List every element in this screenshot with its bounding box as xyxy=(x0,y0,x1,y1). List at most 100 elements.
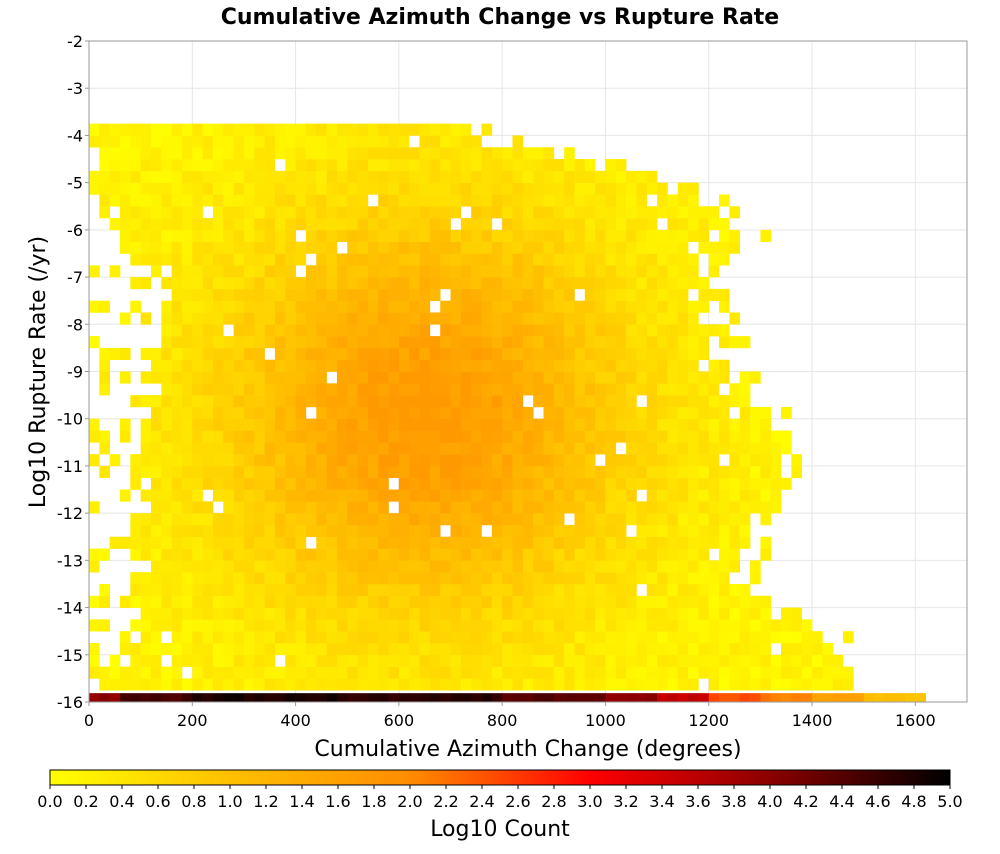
heatmap-cell xyxy=(688,229,699,242)
heatmap-cell xyxy=(595,229,606,242)
heatmap-cell xyxy=(481,147,493,160)
heatmap-cell xyxy=(719,465,730,479)
heatmap-cell xyxy=(429,159,441,172)
heatmap-cell xyxy=(233,477,245,490)
heatmap-cell xyxy=(708,560,720,573)
heatmap-cell xyxy=(615,182,627,195)
heatmap-cell xyxy=(688,383,699,396)
heatmap-cell xyxy=(264,265,276,278)
heatmap-cell xyxy=(285,465,296,479)
heatmap-cell xyxy=(491,693,503,702)
heatmap-cell xyxy=(223,253,234,266)
heatmap-cell xyxy=(233,324,245,337)
heatmap-cell xyxy=(398,359,410,372)
heatmap-cell xyxy=(161,693,172,702)
heatmap-cell xyxy=(192,324,203,337)
heatmap-cell xyxy=(636,678,648,691)
heatmap-cell xyxy=(212,619,224,632)
heatmap-cell xyxy=(388,277,400,290)
heatmap-cell xyxy=(295,218,307,231)
heatmap-cell xyxy=(419,572,431,585)
heatmap-cell xyxy=(502,288,513,301)
heatmap-cell xyxy=(171,654,183,667)
heatmap-cell xyxy=(471,430,482,443)
heatmap-cell xyxy=(502,229,513,242)
heatmap-cell xyxy=(357,324,369,337)
heatmap-cell xyxy=(212,607,224,620)
heatmap-cell xyxy=(533,666,544,679)
heatmap-cell xyxy=(378,300,389,313)
heatmap-cell xyxy=(667,477,679,490)
heatmap-cell xyxy=(460,572,472,585)
heatmap-cell xyxy=(347,123,358,136)
heatmap-cell xyxy=(285,501,296,514)
heatmap-cell xyxy=(471,336,482,349)
heatmap-cell xyxy=(491,277,503,290)
heatmap-cell xyxy=(243,430,255,443)
heatmap-cell xyxy=(688,347,699,360)
heatmap-cell xyxy=(161,336,172,349)
heatmap-cell xyxy=(719,678,730,691)
heatmap-cell xyxy=(564,631,575,644)
heatmap-cell xyxy=(667,218,679,231)
heatmap-cell xyxy=(584,241,596,254)
heatmap-cell xyxy=(440,395,451,408)
heatmap-cell xyxy=(202,430,214,443)
heatmap-cell xyxy=(605,536,617,549)
heatmap-cell xyxy=(450,371,462,384)
heatmap-cell xyxy=(398,477,410,490)
heatmap-cell xyxy=(522,654,534,667)
heatmap-cell xyxy=(181,654,193,667)
heatmap-cell xyxy=(295,159,307,172)
heatmap-cell xyxy=(719,513,730,526)
heatmap-cell xyxy=(336,513,348,526)
heatmap-cell xyxy=(378,265,389,278)
heatmap-cell xyxy=(595,288,606,301)
heatmap-cell xyxy=(460,454,472,467)
heatmap-cell xyxy=(326,194,338,207)
heatmap-cell xyxy=(688,631,699,644)
heatmap-cell xyxy=(398,347,410,360)
heatmap-cell xyxy=(657,693,668,702)
heatmap-cell xyxy=(450,300,462,313)
heatmap-cell xyxy=(729,595,741,608)
heatmap-cell xyxy=(657,619,668,632)
heatmap-cell xyxy=(326,693,338,702)
heatmap-cell xyxy=(398,442,410,455)
heatmap-cell xyxy=(564,147,575,160)
heatmap-cell xyxy=(388,312,400,325)
heatmap-cell xyxy=(130,513,141,526)
heatmap-cell xyxy=(419,135,431,148)
heatmap-cell xyxy=(729,642,741,656)
heatmap-cell xyxy=(202,159,214,172)
heatmap-cell xyxy=(698,347,710,360)
heatmap-cell xyxy=(584,513,596,526)
heatmap-cell xyxy=(99,619,110,632)
heatmap-cell xyxy=(274,642,286,656)
heatmap-cell xyxy=(429,477,441,490)
heatmap-cell xyxy=(181,406,193,420)
heatmap-cell xyxy=(636,536,648,549)
heatmap-cell xyxy=(626,583,637,597)
heatmap-cell xyxy=(181,300,193,313)
heatmap-cell xyxy=(440,206,451,219)
heatmap-cell xyxy=(440,666,451,679)
heatmap-cell xyxy=(89,300,100,313)
y-axis-label: Log10 Rupture Rate (/yr) xyxy=(26,236,51,508)
heatmap-cell xyxy=(615,312,627,325)
heatmap-cell xyxy=(677,477,689,490)
heatmap-cell xyxy=(398,465,410,479)
heatmap-cell xyxy=(398,395,410,408)
heatmap-cell xyxy=(750,501,761,514)
heatmap-cell xyxy=(471,572,482,585)
heatmap-cell xyxy=(254,277,265,290)
heatmap-cell xyxy=(574,312,586,325)
heatmap-cell xyxy=(409,572,420,585)
heatmap-cell xyxy=(181,395,193,408)
heatmap-cell xyxy=(481,406,493,420)
heatmap-cell xyxy=(801,619,813,632)
heatmap-cell xyxy=(626,465,637,479)
heatmap-cell xyxy=(223,300,234,313)
heatmap-cell xyxy=(429,383,441,396)
